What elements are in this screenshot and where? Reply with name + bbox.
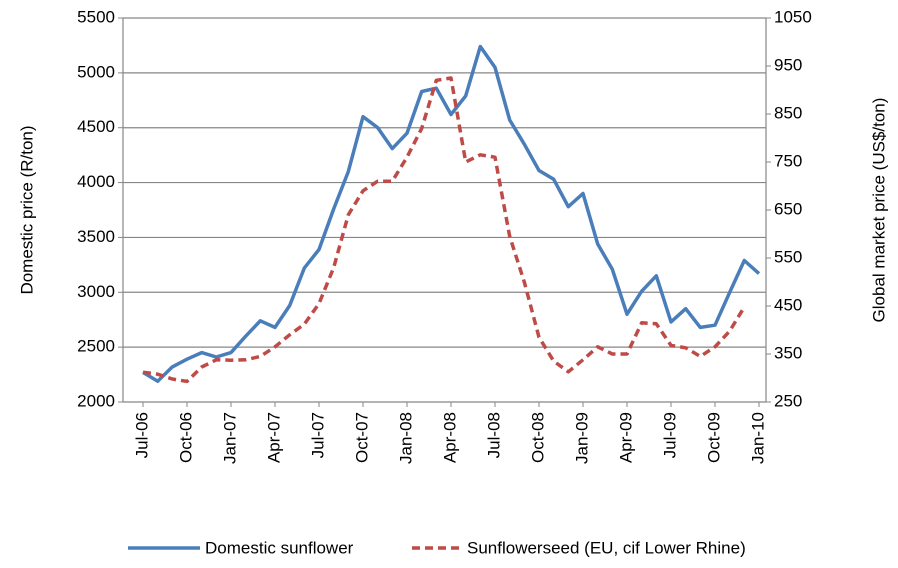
y2-tick-label: 650 bbox=[774, 199, 802, 218]
y-tick-label: 3500 bbox=[77, 227, 115, 246]
y-tick-label: 2500 bbox=[77, 337, 115, 356]
y-tick-label: 4500 bbox=[77, 117, 115, 136]
y2-tick-label: 350 bbox=[774, 343, 802, 362]
x-tick-label: Oct-08 bbox=[528, 412, 547, 463]
x-tick-label: Jan-07 bbox=[220, 412, 239, 464]
x-tick-label: Apr-07 bbox=[264, 412, 283, 463]
data-line bbox=[142, 44, 761, 383]
x-tick-label: Oct-07 bbox=[352, 412, 371, 463]
y2-tick-label: 850 bbox=[774, 103, 802, 122]
y2-tick-label: 450 bbox=[774, 295, 802, 314]
data-line bbox=[142, 76, 746, 384]
legend-label: Sunflowerseed (EU, cif Lower Rhine) bbox=[467, 538, 746, 557]
y2-tick-label: 250 bbox=[774, 391, 802, 410]
y2-axis-title: Global market price (US$/ton) bbox=[869, 98, 888, 323]
x-tick-label: Apr-08 bbox=[440, 412, 459, 463]
y-tick-label: 2000 bbox=[77, 391, 115, 410]
y-tick-label: 4000 bbox=[77, 172, 115, 191]
y-tick-label: 3000 bbox=[77, 282, 115, 301]
y-tick-label: 5500 bbox=[77, 7, 115, 26]
x-tick-label: Jul-09 bbox=[660, 412, 679, 458]
x-tick-label: Jul-08 bbox=[484, 412, 503, 458]
x-tick-label: Jan-10 bbox=[748, 412, 767, 464]
x-tick-label: Apr-09 bbox=[616, 412, 635, 463]
y-axis-title: Domestic price (R/ton) bbox=[17, 125, 36, 294]
x-tick-label: Oct-09 bbox=[704, 412, 723, 463]
y2-tick-label: 750 bbox=[774, 151, 802, 170]
y2-tick-label: 550 bbox=[774, 247, 802, 266]
x-tick-label: Jul-07 bbox=[308, 412, 327, 458]
y-tick-label: 5000 bbox=[77, 62, 115, 81]
legend-label: Domestic sunflower bbox=[205, 538, 354, 557]
y2-tick-label: 950 bbox=[774, 55, 802, 74]
x-tick-label: Jan-09 bbox=[572, 412, 591, 464]
x-tick-label: Jan-08 bbox=[396, 412, 415, 464]
x-tick-label: Oct-06 bbox=[176, 412, 195, 463]
y2-tick-label: 1050 bbox=[774, 7, 812, 26]
x-tick-label: Jul-06 bbox=[132, 412, 151, 458]
